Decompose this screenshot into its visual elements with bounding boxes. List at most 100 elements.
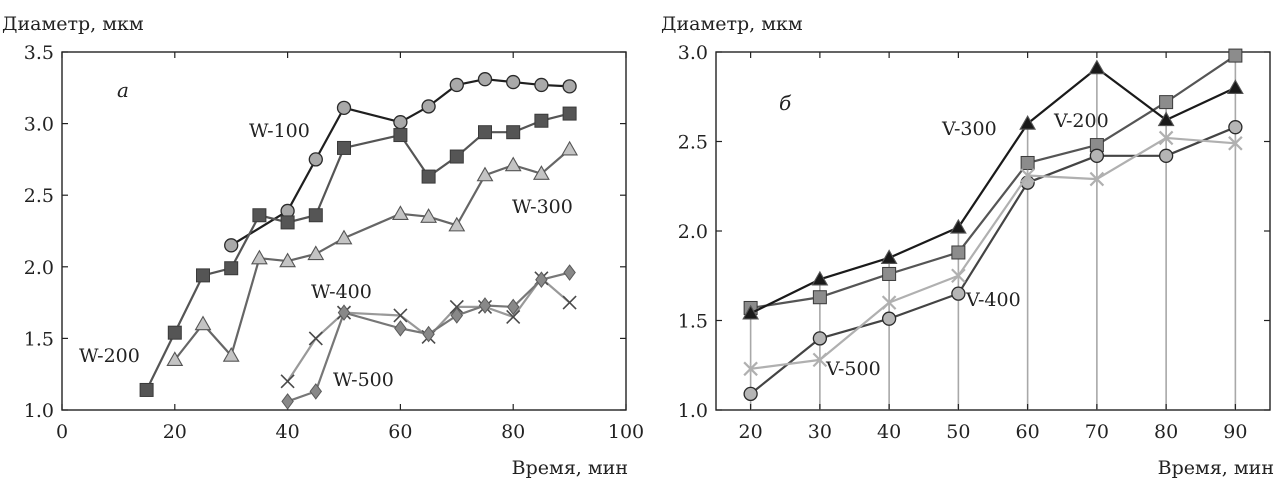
data-point-w300 bbox=[420, 208, 438, 223]
panel-a-series bbox=[139, 72, 579, 410]
series-line-w300 bbox=[173, 148, 571, 361]
chart-panel-b: Диаметр, мкм Время, мин б 20 30 40 50 60 70 80… bbox=[661, 13, 1274, 478]
data-point-w100 bbox=[534, 77, 549, 93]
data-point-v500 bbox=[881, 295, 897, 310]
series-v500 bbox=[743, 130, 1243, 377]
series-line-w200 bbox=[145, 112, 570, 391]
data-point-w300 bbox=[279, 252, 297, 268]
series-label-v200: V-200 bbox=[1053, 110, 1109, 132]
data-point-w300 bbox=[307, 245, 325, 261]
y-tick-label: 1.5 bbox=[24, 328, 54, 350]
data-point-v200 bbox=[1228, 48, 1243, 63]
panel-a-plot-frame bbox=[61, 51, 627, 411]
data-point-w500 bbox=[535, 271, 548, 288]
data-point-w200 bbox=[506, 125, 521, 140]
data-point-w300 bbox=[166, 351, 184, 367]
y-tick-label: 3.5 bbox=[24, 42, 54, 64]
panel-a-ticks: 0 20 40 60 80 100 1.0 1.5 2.0 2.5 3.0 3.5 bbox=[24, 42, 644, 443]
data-point-w200 bbox=[196, 268, 210, 283]
x-tick-label: 20 bbox=[163, 421, 187, 443]
series-w100 bbox=[224, 72, 577, 253]
data-point-w300 bbox=[448, 216, 466, 232]
data-point-w300 bbox=[335, 229, 353, 245]
data-point-v400 bbox=[743, 386, 758, 402]
y-tick-label: 1.0 bbox=[678, 400, 708, 422]
series-v200 bbox=[743, 48, 1243, 315]
data-point-w500 bbox=[281, 393, 294, 410]
x-tick-label: 100 bbox=[608, 421, 644, 443]
data-point-v400 bbox=[1158, 148, 1174, 163]
data-point-v300 bbox=[811, 270, 829, 286]
x-tick-label: 80 bbox=[1154, 421, 1178, 443]
data-point-v300 bbox=[1088, 59, 1106, 75]
data-point-w200 bbox=[337, 140, 351, 155]
panel-b-letter: б bbox=[779, 91, 792, 115]
data-point-v500 bbox=[1158, 130, 1174, 146]
chart-panel-a: Диаметр, мкм Время, мин а 0 20 40 60 80 100 1.… bbox=[2, 13, 644, 478]
y-tick-label: 3.0 bbox=[678, 42, 708, 64]
data-point-w200 bbox=[449, 149, 464, 164]
series-w300 bbox=[166, 140, 579, 367]
series-w200 bbox=[139, 106, 577, 397]
data-point-v400 bbox=[951, 286, 966, 301]
data-point-w100 bbox=[308, 152, 323, 167]
data-point-w500 bbox=[506, 298, 520, 316]
data-point-w100 bbox=[393, 115, 408, 130]
data-point-w500 bbox=[309, 383, 323, 400]
data-point-v400 bbox=[881, 311, 897, 326]
series-label-v400: V-400 bbox=[965, 289, 1021, 311]
data-point-w200 bbox=[167, 325, 182, 340]
data-point-w300 bbox=[194, 315, 212, 331]
series-label-v300: V-300 bbox=[941, 118, 997, 140]
data-point-w400 bbox=[280, 374, 295, 389]
data-point-v300 bbox=[742, 304, 760, 320]
data-point-v200 bbox=[951, 245, 966, 260]
x-tick-label: 80 bbox=[501, 421, 525, 443]
data-point-w400 bbox=[393, 308, 408, 323]
x-tick-label: 40 bbox=[877, 421, 901, 443]
x-tick-label: 40 bbox=[276, 421, 300, 443]
series-label-w300: W-300 bbox=[512, 196, 573, 218]
data-point-w200 bbox=[280, 215, 295, 230]
data-point-v400 bbox=[1228, 120, 1243, 135]
data-point-v300 bbox=[880, 249, 898, 265]
data-point-w200 bbox=[252, 208, 267, 223]
series-label-w200: W-200 bbox=[79, 345, 140, 367]
data-point-v300 bbox=[1019, 115, 1037, 130]
x-tick-label: 20 bbox=[739, 421, 763, 443]
data-point-w200 bbox=[534, 113, 549, 128]
data-point-w500 bbox=[450, 307, 464, 324]
data-point-w500 bbox=[563, 264, 576, 281]
series-line-w400 bbox=[286, 277, 571, 382]
data-point-v300 bbox=[1226, 79, 1244, 94]
data-point-w200 bbox=[139, 382, 154, 397]
x-tick-label: 70 bbox=[1085, 421, 1109, 443]
panel-b-x-axis-title: Время, мин bbox=[1158, 457, 1274, 478]
panel-a-letter: а bbox=[117, 78, 129, 102]
data-point-w200 bbox=[478, 125, 492, 140]
panel-a-y-axis-title: Диаметр, мкм bbox=[2, 13, 144, 35]
data-point-v200 bbox=[1159, 95, 1174, 110]
data-point-v500 bbox=[1228, 136, 1243, 151]
data-point-w500 bbox=[422, 325, 435, 343]
series-w500 bbox=[281, 264, 576, 410]
data-point-v500 bbox=[743, 361, 758, 377]
x-tick-label: 60 bbox=[388, 421, 412, 443]
y-tick-label: 2.5 bbox=[24, 185, 54, 207]
data-point-w300 bbox=[476, 166, 494, 182]
data-point-v500 bbox=[812, 352, 828, 368]
y-tick-label: 2.0 bbox=[678, 221, 708, 243]
y-tick-label: 1.0 bbox=[24, 400, 54, 422]
data-point-w300 bbox=[391, 205, 409, 220]
series-line-v400 bbox=[749, 126, 1236, 395]
panel-b-ticks: 20 30 40 50 60 70 80 90 1.0 1.5 2.0 2.5 3.0 bbox=[678, 42, 1270, 443]
series-label-v500: V-500 bbox=[825, 358, 881, 380]
data-point-w100 bbox=[562, 79, 577, 94]
data-point-w200 bbox=[224, 261, 239, 276]
data-point-v400 bbox=[812, 331, 828, 346]
data-point-w400 bbox=[308, 331, 323, 346]
data-point-w300 bbox=[532, 165, 550, 180]
panel-b-y-axis-title: Диаметр, мкм bbox=[661, 13, 803, 35]
data-point-w200 bbox=[562, 106, 577, 121]
